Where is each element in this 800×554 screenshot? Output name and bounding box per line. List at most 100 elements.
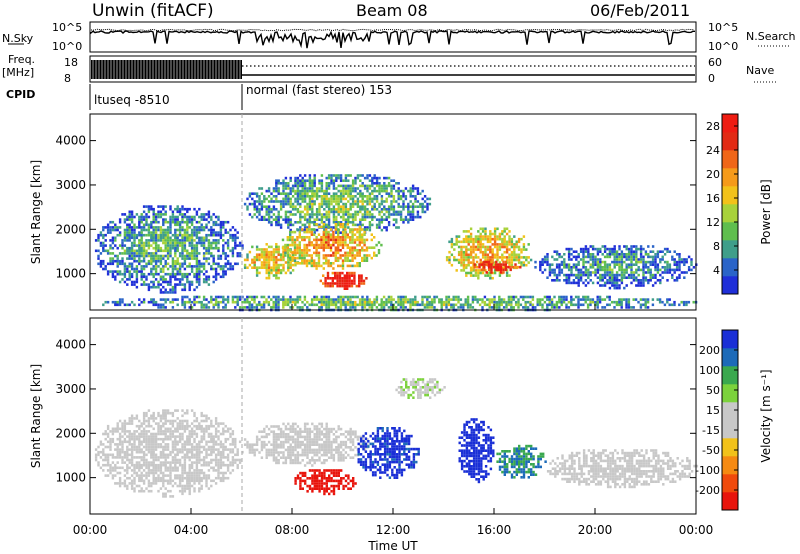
heatmap-cell [618, 258, 621, 261]
heatmap-cell [488, 303, 491, 307]
heatmap-cell [306, 306, 309, 309]
heatmap-cell [647, 245, 650, 248]
heatmap-cell [202, 241, 206, 245]
heatmap-cell [678, 260, 681, 264]
heatmap-cell [330, 210, 333, 214]
heatmap-cell [503, 235, 506, 238]
heatmap-cell [409, 189, 412, 193]
heatmap-cell [390, 192, 393, 195]
heatmap-cell [277, 269, 280, 272]
heatmap-cell [246, 295, 249, 299]
heatmap-cell [135, 424, 139, 428]
heatmap-cell [517, 306, 520, 309]
heatmap-cell [654, 260, 657, 264]
heatmap-cell [668, 263, 672, 266]
heatmap-cell [334, 225, 337, 229]
heatmap-cell [635, 260, 638, 264]
heatmap-cell [308, 223, 311, 226]
heatmap-cell [299, 192, 302, 195]
heatmap-cell [375, 243, 378, 247]
heatmap-cell [477, 235, 480, 238]
heatmap-cell [174, 448, 177, 451]
heatmap-cell [162, 223, 165, 227]
heatmap-cell [126, 215, 129, 219]
heatmap-cell [603, 247, 607, 251]
heatmap-cell [147, 461, 151, 464]
heatmap-cell [142, 463, 146, 467]
heatmap-cell [126, 233, 129, 237]
heatmap-cell [378, 226, 381, 229]
heatmap-cell [464, 300, 467, 304]
heatmap-cell [587, 250, 590, 253]
heatmap-cell [485, 260, 488, 264]
heatmap-cell [260, 263, 264, 267]
heatmap-cell [289, 202, 292, 206]
heatmap-cell [265, 248, 268, 251]
heatmap-cell [301, 228, 304, 231]
heatmap-cell [310, 300, 314, 304]
heatmap-cell [181, 295, 184, 299]
heatmap-cell [176, 233, 179, 237]
heatmap-cell [341, 254, 345, 257]
heatmap-cell [392, 205, 396, 208]
heatmap-cell [354, 306, 357, 309]
heatmap-cell [152, 469, 155, 472]
heatmap-cell [133, 254, 136, 258]
heatmap-cell [287, 210, 290, 214]
heatmap-cell [121, 430, 124, 433]
heatmap-cell [114, 278, 117, 281]
heatmap-cell [534, 306, 537, 309]
heatmap-cell [596, 281, 600, 285]
heatmap-cell [219, 257, 223, 260]
heatmap-cell [618, 286, 621, 290]
heatmap-cell [332, 184, 336, 188]
heatmap-cell [373, 189, 376, 193]
colorbar-tick-label: 12 [706, 216, 720, 229]
heatmap-cell [630, 258, 633, 261]
heatmap-cell [289, 306, 292, 309]
heatmap-cell [212, 246, 215, 250]
heatmap-cell [512, 295, 515, 299]
heatmap-cell [147, 244, 151, 247]
heatmap-cell [291, 300, 295, 304]
heatmap-cell [159, 432, 163, 436]
heatmap-cell [339, 215, 343, 219]
heatmap-cell [485, 263, 488, 266]
heatmap-cell [138, 466, 141, 470]
heatmap-cell [294, 192, 297, 195]
heatmap-cell [135, 272, 139, 276]
heatmap-cell [140, 479, 143, 483]
heatmap-cell [123, 474, 127, 477]
heatmap-cell [289, 176, 292, 180]
heatmap-cell [399, 215, 403, 219]
heatmap-cell [181, 257, 184, 260]
heatmap-cell [130, 463, 134, 467]
heatmap-cell [166, 272, 170, 276]
heatmap-cell [363, 303, 367, 307]
heatmap-cell [480, 263, 484, 266]
heatmap-cell [154, 476, 158, 480]
heatmap-cell [596, 268, 600, 272]
heatmap-cell [513, 245, 516, 249]
heatmap-cell [613, 273, 616, 277]
heatmap-cell [313, 298, 316, 301]
heatmap-cell [397, 192, 400, 195]
heatmap-cell [467, 248, 470, 251]
heatmap-cell [198, 239, 201, 242]
heatmap-cell [171, 215, 175, 219]
heatmap-cell [287, 226, 290, 229]
heatmap-cell [150, 471, 153, 475]
heatmap-cell [620, 298, 623, 301]
heatmap-cell [133, 241, 136, 245]
heatmap-cell [154, 218, 158, 221]
heatmap-cell [128, 265, 131, 268]
heatmap-cell [337, 221, 340, 224]
heatmap-cell [138, 257, 141, 260]
heatmap-cell [176, 435, 179, 438]
heatmap-cell [114, 466, 117, 470]
heatmap-cell [419, 202, 422, 206]
heatmap-cell [615, 263, 619, 266]
heatmap-cell [174, 252, 177, 255]
heatmap-cell [296, 197, 300, 201]
heatmap-cell [603, 268, 607, 272]
